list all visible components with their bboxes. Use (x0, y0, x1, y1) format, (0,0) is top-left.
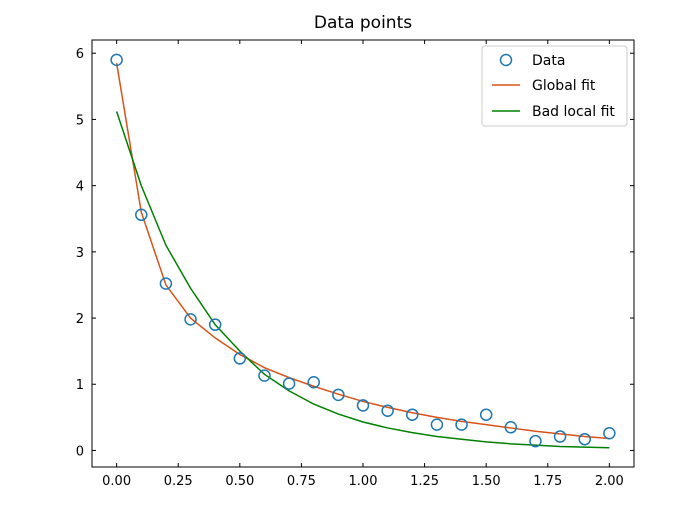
y-tick-label: 2 (76, 312, 84, 327)
data-point (455, 418, 468, 431)
data-point (603, 426, 616, 440)
data-point (307, 376, 320, 389)
x-tick-label: 1.25 (410, 474, 439, 489)
x-tick-label: 0.25 (164, 474, 193, 489)
axes-ticks: 0.00 0.25 0.50 0.75 1.00 1.25 1.50 1.75 2.00 0 1 2 3… (76, 40, 634, 489)
data-point (208, 318, 222, 331)
data-point (258, 369, 271, 382)
x-tick-label: 0.75 (287, 474, 316, 489)
data-point (504, 421, 518, 434)
x-tick-label: 0.50 (225, 474, 254, 489)
legend-label-global: Global fit (532, 78, 596, 94)
data-point (356, 399, 370, 412)
data-point (332, 388, 345, 402)
data-point (110, 53, 123, 67)
x-tick-label: 0.00 (102, 474, 131, 489)
y-tick-label: 5 (76, 113, 84, 128)
series-layer (110, 53, 616, 449)
data-point (381, 404, 394, 417)
legend-box (481, 45, 628, 127)
x-tick-label: 1.00 (349, 474, 378, 489)
data-point (282, 377, 296, 390)
x-tick-label: 1.50 (472, 474, 501, 489)
chart-title: Data points (314, 13, 412, 33)
data-point (159, 277, 173, 290)
series-line-bad-local-fit (115, 111, 610, 449)
y-tick-label: 6 (76, 47, 84, 62)
y-tick-label: 4 (76, 180, 84, 195)
y-tick-label: 0 (76, 444, 84, 459)
data-point (529, 434, 542, 448)
data-point (553, 430, 567, 443)
legend-label-data: Data (532, 53, 565, 69)
x-tick-label: 2.00 (595, 474, 624, 489)
data-point (479, 408, 493, 421)
y-tick-label: 3 (76, 246, 84, 261)
legend: Data Global fit Bad local fit (481, 45, 628, 127)
data-point (578, 432, 591, 446)
y-tick-label: 1 (76, 378, 84, 393)
data-point (233, 352, 247, 365)
legend-label-bad: Bad local fit (532, 104, 615, 120)
data-point (184, 313, 197, 326)
x-tick-label: 1.75 (533, 474, 562, 489)
data-point (430, 418, 444, 431)
data-point (406, 408, 419, 421)
legend-marker-data (499, 53, 513, 67)
data-point (135, 208, 148, 222)
series-line-global-fit (115, 63, 610, 440)
